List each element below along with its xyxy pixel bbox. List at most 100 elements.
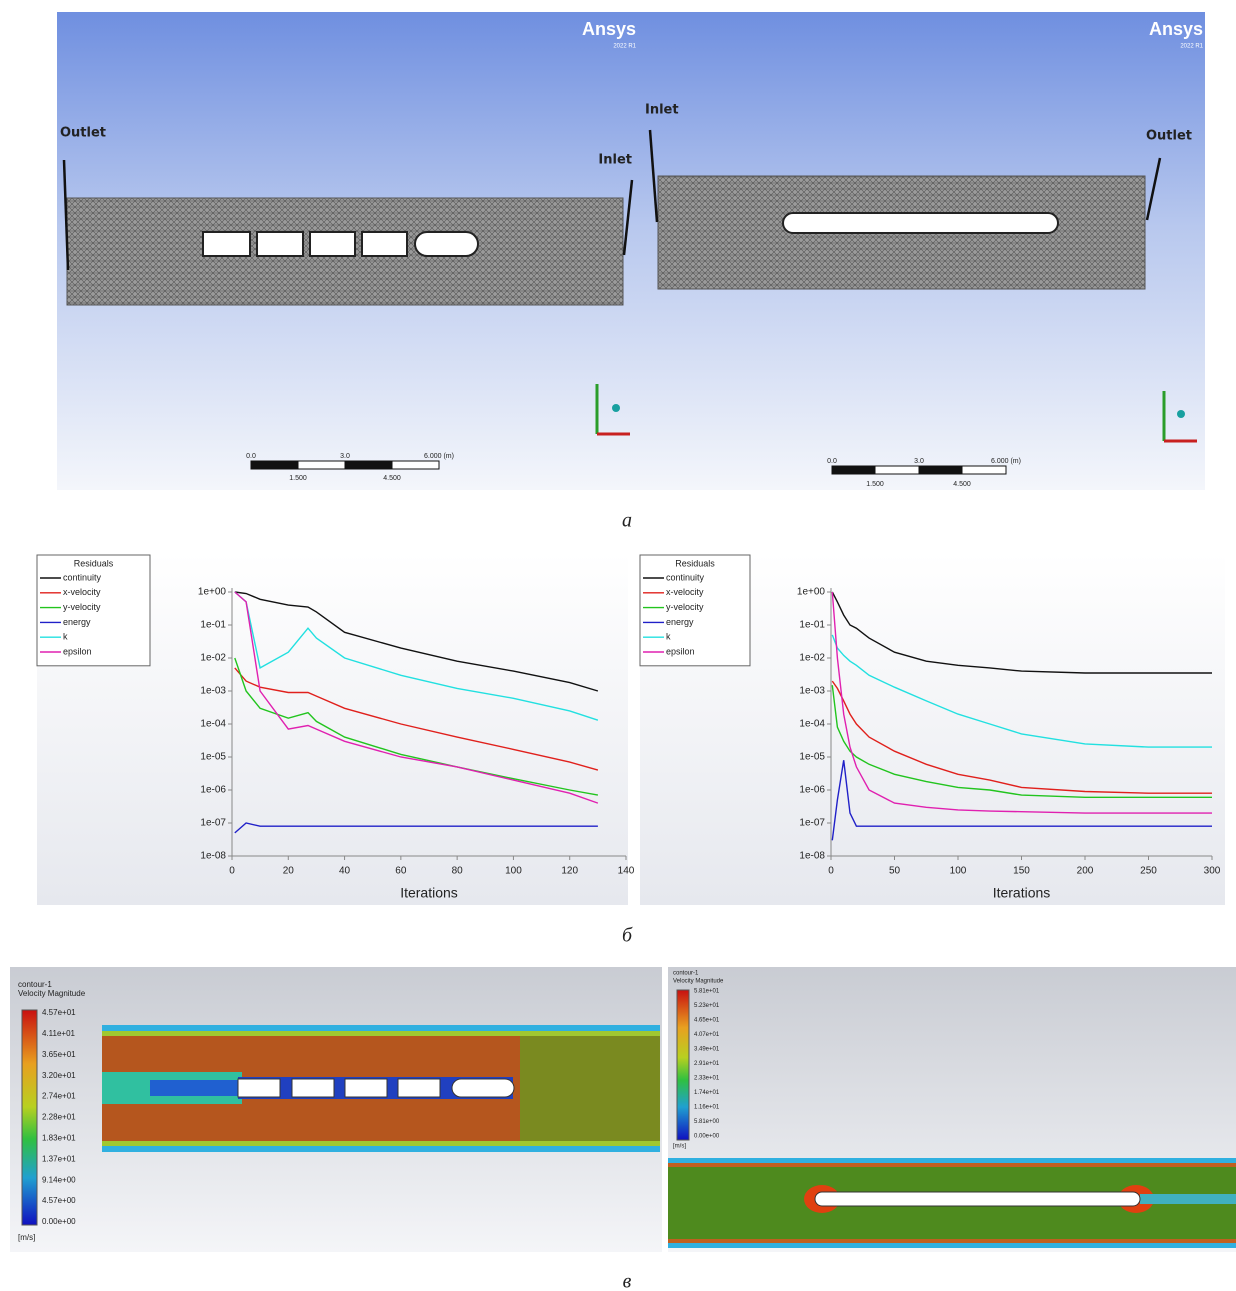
scale-label: 1.500 bbox=[866, 481, 884, 488]
x-tick-label: 80 bbox=[452, 866, 464, 877]
colorbar bbox=[676, 989, 690, 1141]
legend-title: Residuals bbox=[675, 558, 715, 568]
y-tick-label: 1e-07 bbox=[200, 818, 226, 829]
x-tick-label: 60 bbox=[395, 866, 407, 877]
scale-label: 0.0 bbox=[246, 453, 256, 460]
scale-label: 4.500 bbox=[383, 475, 401, 482]
x-axis-label: Iterations bbox=[400, 885, 458, 901]
colorbar-label: 1.16e+01 bbox=[694, 1105, 720, 1111]
y-tick-label: 1e+00 bbox=[797, 587, 826, 598]
contour-quantity: Velocity Magnitude bbox=[673, 979, 724, 985]
legend-label: epsilon bbox=[63, 646, 92, 656]
colorbar-label: 5.81e+00 bbox=[694, 1119, 720, 1125]
contour-field bbox=[102, 1025, 660, 1152]
colorbar-label: 1.83e+01 bbox=[42, 1134, 76, 1143]
version: 2022 R1 bbox=[1180, 44, 1203, 50]
x-tick-label: 300 bbox=[1204, 866, 1221, 877]
caption: в bbox=[623, 1271, 632, 1291]
series-line bbox=[831, 591, 1212, 674]
contour-field bbox=[668, 1158, 1236, 1248]
series-line bbox=[831, 680, 1212, 794]
colorbar-label: 0.00e+00 bbox=[694, 1134, 720, 1140]
y-tick-label: 1e+00 bbox=[198, 587, 227, 598]
boundary-label: Inlet bbox=[645, 103, 679, 118]
y-tick-label: 1e-08 bbox=[799, 851, 825, 862]
series-line bbox=[234, 657, 599, 796]
scale-label: 1.500 bbox=[289, 475, 307, 482]
series-line bbox=[831, 591, 1212, 814]
scale-label: 6.000 (m) bbox=[991, 458, 1021, 465]
x-tick-label: 40 bbox=[339, 866, 351, 877]
colorbar-label: 4.57e+01 bbox=[42, 1008, 76, 1017]
x-tick-label: 140 bbox=[618, 866, 635, 877]
colorbar-label: 2.33e+01 bbox=[694, 1076, 720, 1082]
x-tick-label: 50 bbox=[889, 866, 901, 877]
legend-label: epsilon bbox=[666, 646, 695, 656]
legend-label: k bbox=[63, 632, 68, 642]
colorbar-unit: [m/s] bbox=[18, 1233, 35, 1242]
y-tick-label: 1e-02 bbox=[799, 653, 825, 664]
colorbar-label: 2.91e+01 bbox=[694, 1061, 720, 1067]
version: 2022 R1 bbox=[613, 44, 636, 50]
contour-name: contour-1 bbox=[673, 971, 699, 977]
colorbar-label: 4.65e+01 bbox=[694, 1018, 720, 1024]
x-tick-label: 100 bbox=[950, 866, 967, 877]
x-tick-label: 0 bbox=[229, 866, 235, 877]
x-axis-label: Iterations bbox=[993, 885, 1051, 901]
legend-box bbox=[36, 554, 151, 667]
logo: Ansys bbox=[1149, 19, 1203, 39]
y-tick-label: 1e-02 bbox=[200, 653, 226, 664]
colorbar-label: 5.81e+01 bbox=[694, 989, 720, 995]
legend-label: energy bbox=[63, 617, 91, 627]
boundary-label: Inlet bbox=[598, 153, 632, 168]
y-tick-label: 1e-04 bbox=[200, 719, 226, 730]
colorbar-label: 3.49e+01 bbox=[694, 1047, 720, 1053]
y-tick-label: 1e-03 bbox=[200, 686, 226, 697]
contour-name: contour-1 bbox=[18, 980, 52, 989]
obstacles bbox=[202, 231, 479, 257]
colorbar-label: 4.11e+01 bbox=[42, 1029, 76, 1038]
arrows bbox=[62, 129, 1162, 271]
colorbar-label: 3.65e+01 bbox=[42, 1050, 76, 1059]
y-tick-label: 1e-06 bbox=[200, 785, 226, 796]
colorbar-label: 9.14e+00 bbox=[42, 1175, 76, 1184]
x-tick-label: 250 bbox=[1140, 866, 1157, 877]
scale-bars bbox=[250, 460, 1007, 475]
y-tick-label: 1e-05 bbox=[799, 752, 825, 763]
x-tick-label: 200 bbox=[1077, 866, 1094, 877]
legend-box bbox=[639, 554, 751, 667]
scale-label: 3.0 bbox=[914, 458, 924, 465]
colorbar-unit: [m/s] bbox=[673, 1144, 686, 1150]
colorbar-label: 4.07e+01 bbox=[694, 1032, 720, 1038]
y-tick-label: 1e-05 bbox=[200, 752, 226, 763]
colorbar bbox=[21, 1009, 38, 1226]
y-tick-label: 1e-06 bbox=[799, 785, 825, 796]
scale-label: 0.0 bbox=[827, 458, 837, 465]
boundary-label: Outlet bbox=[60, 126, 106, 141]
legend-label: continuity bbox=[666, 572, 705, 582]
y-tick-label: 1e-07 bbox=[799, 818, 825, 829]
x-tick-label: 0 bbox=[828, 866, 834, 877]
logo: Ansys bbox=[582, 19, 636, 39]
y-tick-label: 1e-08 bbox=[200, 851, 226, 862]
legend-label: continuity bbox=[63, 572, 102, 582]
axis-triads bbox=[595, 384, 1197, 443]
series-line bbox=[234, 822, 598, 834]
x-tick-label: 20 bbox=[283, 866, 295, 877]
series-line bbox=[234, 591, 599, 804]
caption: а bbox=[622, 510, 632, 532]
legend-label: y-velocity bbox=[666, 602, 704, 612]
boundary-label: Outlet bbox=[1146, 129, 1192, 144]
colorbar-label: 1.74e+01 bbox=[694, 1090, 720, 1096]
legend-label: x-velocity bbox=[666, 587, 704, 597]
legend-label: y-velocity bbox=[63, 602, 101, 612]
obstacle bbox=[782, 212, 1059, 234]
series-line bbox=[234, 591, 599, 692]
colorbar-label: 2.28e+01 bbox=[42, 1113, 76, 1122]
legend-label: k bbox=[666, 632, 671, 642]
x-tick-label: 120 bbox=[561, 866, 578, 877]
caption: б bbox=[622, 925, 633, 947]
y-tick-label: 1e-04 bbox=[799, 719, 825, 730]
series-line bbox=[234, 591, 599, 721]
